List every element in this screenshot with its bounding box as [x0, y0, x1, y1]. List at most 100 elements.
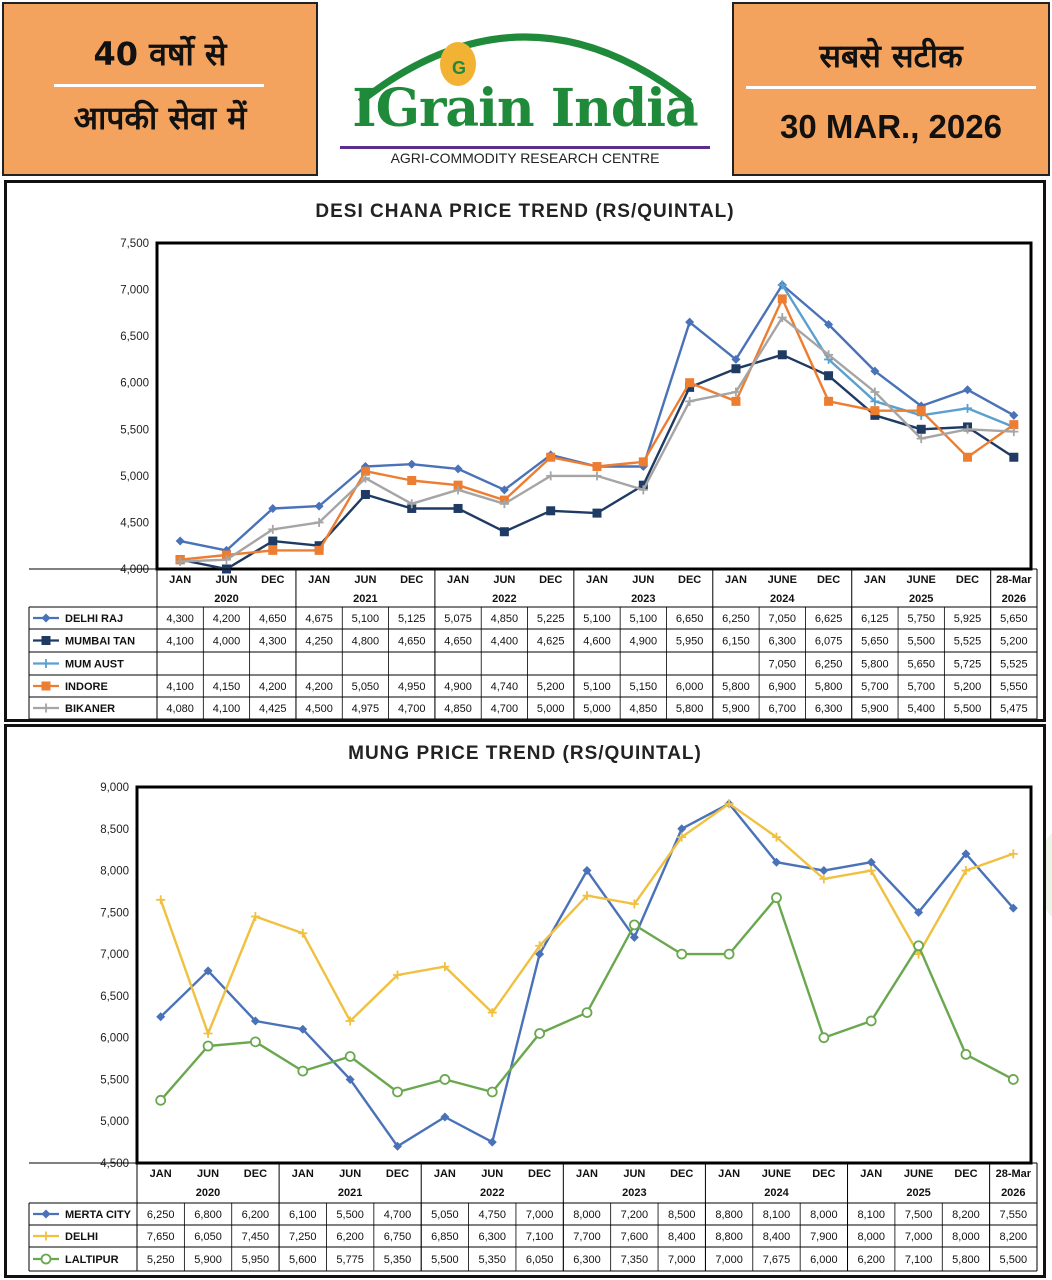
data-point	[913, 940, 924, 952]
data-point	[777, 313, 787, 323]
data-point	[961, 849, 971, 859]
data-point	[1009, 420, 1019, 430]
table-cell-value: 8,000	[573, 1209, 601, 1221]
data-point	[731, 387, 741, 397]
data-point	[535, 941, 545, 951]
data-point	[535, 949, 545, 959]
data-point	[638, 485, 648, 495]
table-cell-value: 4,200	[305, 681, 333, 693]
table-cell-value: 5,100	[583, 681, 611, 693]
table-cell-value: 6,300	[815, 703, 843, 715]
y-tick-label: 6,500	[100, 991, 129, 1003]
table-cell-value: 7,250	[289, 1231, 317, 1243]
x-tick-label: JUNE	[904, 1168, 933, 1180]
data-point	[916, 406, 926, 416]
table-cell-value: 4,900	[630, 636, 658, 648]
table-cell-value: 4,850	[630, 703, 658, 715]
tagline-years: 40 वर्षो से	[93, 35, 227, 73]
mung-chart-svg: 4,500 5,000 5,500 6,000 6,500 7,000 7,500 8,000…	[28, 782, 1038, 1272]
y-tick-label: 4,500	[100, 1158, 129, 1170]
table-cell-value: 5,900	[194, 1254, 222, 1266]
table-cell-value: 5,550	[1000, 681, 1028, 693]
table-cell-value: 5,900	[722, 703, 750, 715]
data-point	[1008, 849, 1018, 859]
data-point	[777, 350, 787, 360]
data-point	[250, 1016, 260, 1026]
table-cell-value: 4,700	[398, 703, 426, 715]
y-tick-label: 4,000	[120, 564, 149, 576]
table-cell-value: 5,725	[954, 659, 982, 671]
data-point	[268, 524, 278, 534]
grain-icon	[440, 42, 476, 86]
legend-key-marker	[41, 659, 51, 668]
logo-text: IGrain India	[352, 78, 698, 139]
data-point	[453, 503, 463, 513]
x-tick-label: JAN	[860, 1168, 882, 1180]
year-label: 2021	[338, 1187, 362, 1199]
y-tick-label: 4,500	[120, 517, 149, 529]
table-cell-value: 7,050	[768, 659, 796, 671]
table-cell-value: 6,000	[810, 1254, 838, 1266]
table-cell-value: 5,950	[242, 1254, 270, 1266]
table-cell-value: 6,300	[768, 636, 796, 648]
table-cell-value: 5,000	[537, 703, 565, 715]
year-label: 2020	[196, 1187, 220, 1199]
data-point	[1009, 452, 1019, 462]
table-cell-value: 8,000	[810, 1209, 838, 1221]
table-cell-value: 7,100	[905, 1254, 933, 1266]
legend-label: MUM AUST	[65, 659, 124, 671]
table-cell-value: 4,850	[444, 703, 472, 715]
table-cell-value: 8,500	[668, 1209, 696, 1221]
table-cell-value: 5,050	[352, 681, 380, 693]
header: 40 वर्षो से आपकी सेवा में G IGrain India…	[0, 0, 1052, 178]
data-point	[677, 832, 687, 842]
divider	[746, 86, 1036, 89]
data-point	[870, 387, 880, 397]
table-cell-value: 4,200	[213, 613, 241, 625]
legend-label: INDORE	[65, 681, 108, 693]
data-point	[546, 471, 556, 481]
data-point	[1009, 427, 1019, 437]
table-cell-value: 5,100	[630, 613, 658, 625]
y-tick-label: 6,000	[120, 378, 149, 390]
table-cell-value: 5,500	[1000, 1254, 1028, 1266]
data-point	[685, 378, 695, 388]
table-cell-value: 6,300	[478, 1231, 506, 1243]
table-cell-value: 4,150	[213, 681, 241, 693]
y-tick-label: 9,000	[100, 782, 129, 794]
table-cell-value: 5,200	[954, 681, 982, 693]
table-cell-value: 4,625	[537, 636, 565, 648]
header-left-box: 40 वर्षो से आपकी सेवा में	[2, 2, 318, 176]
table-cell-value: 5,075	[444, 613, 472, 625]
x-tick-label: JAN	[725, 574, 747, 586]
data-point	[499, 527, 509, 537]
data-point	[676, 948, 688, 960]
data-point	[916, 424, 926, 434]
data-point	[592, 471, 602, 481]
x-tick-label: JAN	[292, 1168, 314, 1180]
tagline-service: आपकी सेवा में	[73, 99, 247, 137]
data-point	[824, 320, 834, 329]
table-cell-value: 4,675	[305, 613, 333, 625]
y-tick-label: 7,500	[100, 907, 129, 919]
year-label: 2023	[622, 1187, 646, 1199]
table-cell-value: 5,500	[336, 1209, 364, 1221]
table-cell-value: 4,850	[491, 613, 519, 625]
data-point	[870, 366, 880, 376]
data-point	[534, 1028, 546, 1039]
table-cell-value: 6,850	[431, 1231, 459, 1243]
table-cell-value: 8,200	[1000, 1231, 1028, 1243]
year-label: 2024	[770, 593, 795, 605]
data-point	[582, 891, 592, 901]
table-cell-value: 6,150	[722, 636, 750, 648]
series-line-bikaner	[180, 316, 1014, 563]
data-point	[685, 382, 695, 392]
data-point	[824, 396, 834, 406]
table-cell-value: 8,400	[668, 1231, 696, 1243]
x-tick-label: DEC	[386, 1168, 409, 1180]
x-tick-label: JUNE	[768, 574, 797, 586]
data-point	[963, 385, 973, 395]
mung-chart-panel: MUNG PRICE TREND (RS/QUINTAL) 4,500 5,000…	[4, 724, 1046, 1278]
data-point	[156, 1012, 166, 1022]
data-point	[175, 536, 185, 546]
